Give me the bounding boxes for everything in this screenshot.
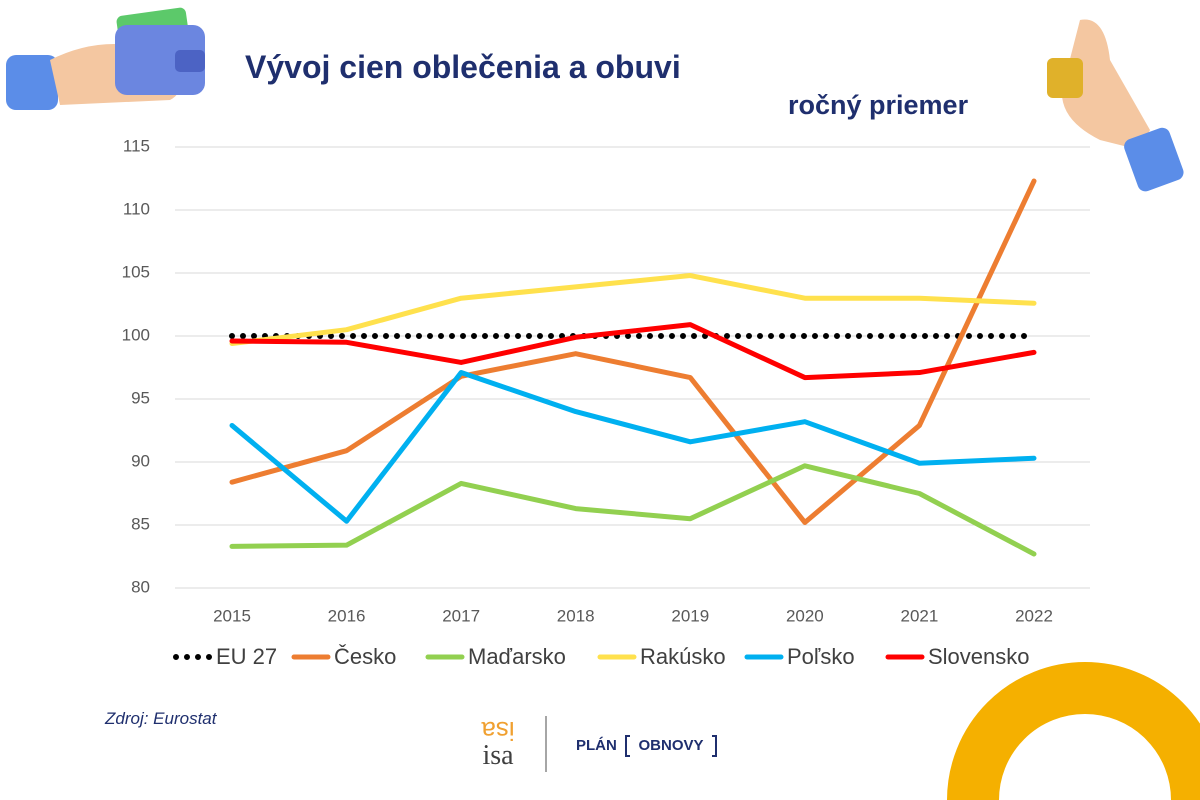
legend-item: Maďarsko [425, 644, 566, 669]
legend-label: Maďarsko [468, 644, 566, 669]
series-line [229, 463, 1037, 557]
series-line [229, 273, 1037, 347]
y-tick-label: 100 [122, 325, 150, 344]
x-tick-label: 2021 [901, 606, 939, 625]
series-line [229, 370, 1037, 524]
plan-text: PLÁN [576, 737, 617, 754]
x-tick-label: 2016 [328, 606, 366, 625]
wallet-hand [6, 7, 205, 110]
y-tick-label: 105 [122, 262, 150, 281]
series-line [229, 178, 1037, 525]
ring [947, 662, 1200, 800]
x-tick-label: 2015 [213, 606, 251, 625]
x-tick-label: 2020 [786, 606, 824, 625]
x-tick-label: 2019 [671, 606, 709, 625]
chart-subtitle: ročný priemer [788, 90, 969, 120]
y-tick-label: 95 [131, 388, 150, 407]
x-tick-label: 2017 [442, 606, 480, 625]
y-tick-label: 115 [123, 136, 150, 155]
legend-item: Slovensko [885, 644, 1030, 669]
coin-hand [1047, 19, 1184, 192]
y-tick-label: 80 [131, 577, 150, 596]
source: Zdroj: Eurostat [104, 709, 218, 728]
legend-item: Česko [291, 644, 396, 669]
legend-label: Slovensko [928, 644, 1030, 669]
legend-label: Rakúsko [640, 644, 726, 669]
y-tick-label: 90 [131, 451, 150, 470]
plan-logo: PLÁN OBNOVY [576, 735, 717, 757]
legend-item: EU 27 [173, 644, 277, 669]
x-tick-label: 2018 [557, 606, 595, 625]
legend-label: Poľsko [787, 644, 855, 669]
legend-item: Rakúsko [597, 644, 726, 669]
x-tick-label: 2022 [1015, 606, 1053, 625]
legend-label: EU 27 [216, 644, 277, 669]
isa-mirror: isa [481, 716, 515, 746]
isa-text: isa [482, 740, 514, 771]
y-tick-label: 110 [123, 199, 150, 218]
legend-label: Česko [334, 644, 396, 669]
series-line [229, 322, 1037, 381]
y-tick-label: 85 [131, 514, 150, 533]
legend-item: Poľsko [744, 644, 855, 669]
isa-logo: isa isa [481, 716, 547, 772]
obnovy-text: OBNOVY [638, 737, 703, 754]
chart-title: Vývoj cien oblečenia a obuvi [245, 49, 681, 85]
